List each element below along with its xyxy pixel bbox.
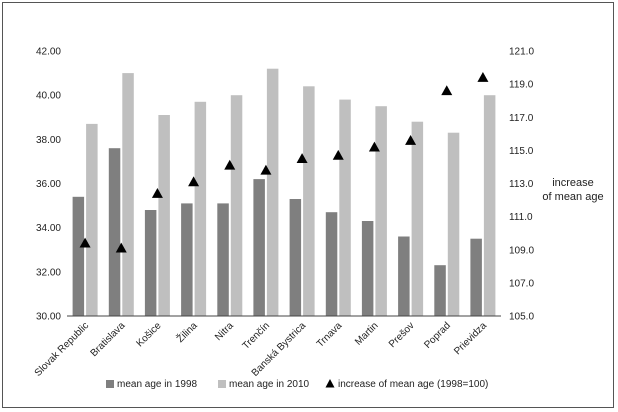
bar-2010-1 — [122, 73, 134, 316]
category-label-1: Bratislava — [89, 320, 128, 359]
right-axis-title-line1: increase — [552, 177, 594, 189]
bar-1998-7 — [325, 212, 338, 316]
right-tick-7: 119.0 — [509, 80, 534, 91]
bar-2010-4 — [230, 95, 243, 316]
markers-layer — [79, 72, 489, 253]
right-tick-1: 107.0 — [509, 278, 534, 289]
left-tick-3: 36.00 — [36, 179, 61, 190]
legend: mean age in 1998 mean age in 2010 increa… — [106, 379, 488, 390]
bar-2010-7 — [339, 99, 351, 316]
left-tick-6: 42.00 — [36, 47, 61, 58]
bars-layer — [72, 68, 496, 317]
left-tick-1: 32.00 — [36, 267, 61, 278]
category-label-9: Prešov — [387, 320, 417, 350]
marker-increase-0 — [79, 237, 91, 248]
right-tick-0: 105.0 — [509, 312, 534, 323]
category-label-8: Martin — [353, 320, 380, 347]
bar-2010-2 — [158, 115, 170, 316]
bar-1998-6 — [289, 199, 302, 316]
legend-label-1998: mean age in 1998 — [117, 379, 198, 390]
marker-increase-8 — [368, 141, 380, 152]
legend-swatch-increase — [325, 379, 335, 388]
right-tick-4: 113.0 — [509, 179, 534, 190]
category-label-3: Žilina — [174, 319, 200, 345]
right-y-axis: 105.0 107.0 109.0 111.0 113.0 115.0 117.0 119.0… — [509, 47, 534, 323]
legend-label-increase: increase of mean age (1998=100) — [338, 379, 488, 390]
bar-1998-5 — [253, 179, 265, 316]
bar-1998-3 — [181, 203, 193, 316]
bar-2010-11 — [483, 95, 496, 316]
marker-increase-5 — [260, 164, 272, 175]
right-tick-3: 111.0 — [509, 212, 533, 223]
legend-swatch-1998 — [106, 380, 114, 388]
marker-increase-7 — [332, 149, 344, 160]
left-tick-0: 30.00 — [36, 312, 61, 323]
marker-increase-10 — [441, 85, 453, 96]
right-tick-5: 115.0 — [509, 146, 534, 157]
bar-1998-1 — [108, 148, 121, 316]
left-y-axis: 30.00 32.00 34.00 36.00 38.00 40.00 42.00 — [36, 47, 61, 323]
right-tick-8: 121.0 — [509, 47, 534, 58]
legend-label-2010: mean age in 2010 — [229, 379, 310, 390]
marker-increase-9 — [405, 134, 417, 145]
category-label-0: Slovak Republic — [33, 320, 91, 378]
marker-increase-4 — [224, 159, 236, 170]
marker-increase-6 — [296, 153, 308, 164]
bar-1998-2 — [144, 210, 157, 316]
right-tick-2: 109.0 — [509, 245, 534, 256]
bar-2010-0 — [86, 123, 98, 317]
chart-frame: 30.00 32.00 34.00 36.00 38.00 40.00 42.00 105.… — [2, 2, 614, 408]
marker-increase-2 — [151, 187, 163, 198]
bar-1998-9 — [398, 236, 410, 316]
bar-2010-5 — [266, 68, 279, 316]
left-tick-4: 38.00 — [36, 135, 61, 146]
bar-2010-6 — [303, 86, 315, 316]
left-tick-2: 34.00 — [36, 223, 61, 234]
bar-2010-3 — [194, 101, 207, 316]
bar-2010-8 — [375, 106, 387, 316]
category-label-11: Prievidza — [452, 320, 489, 357]
marker-increase-1 — [115, 242, 127, 253]
bar-2010-9 — [411, 121, 424, 316]
left-tick-5: 40.00 — [36, 91, 61, 102]
legend-swatch-2010 — [218, 380, 226, 388]
right-tick-6: 117.0 — [509, 113, 534, 124]
category-label-4: Nitra — [213, 320, 236, 343]
bar-2010-10 — [447, 132, 460, 316]
marker-increase-11 — [477, 72, 489, 82]
category-label-10: Poprad — [422, 320, 453, 351]
bar-1998-10 — [434, 265, 446, 316]
category-label-5: Trenčín — [241, 320, 272, 351]
bar-1998-11 — [470, 238, 482, 316]
category-label-2: Košice — [135, 320, 164, 349]
category-label-7: Trnava — [315, 320, 345, 350]
bar-1998-4 — [217, 203, 229, 316]
bar-1998-8 — [361, 221, 374, 316]
bar-1998-0 — [72, 196, 85, 316]
bar-chart: 30.00 32.00 34.00 36.00 38.00 40.00 42.00 105.… — [33, 47, 604, 391]
right-axis-title-line2: of mean age — [542, 191, 603, 203]
marker-increase-3 — [188, 176, 200, 187]
